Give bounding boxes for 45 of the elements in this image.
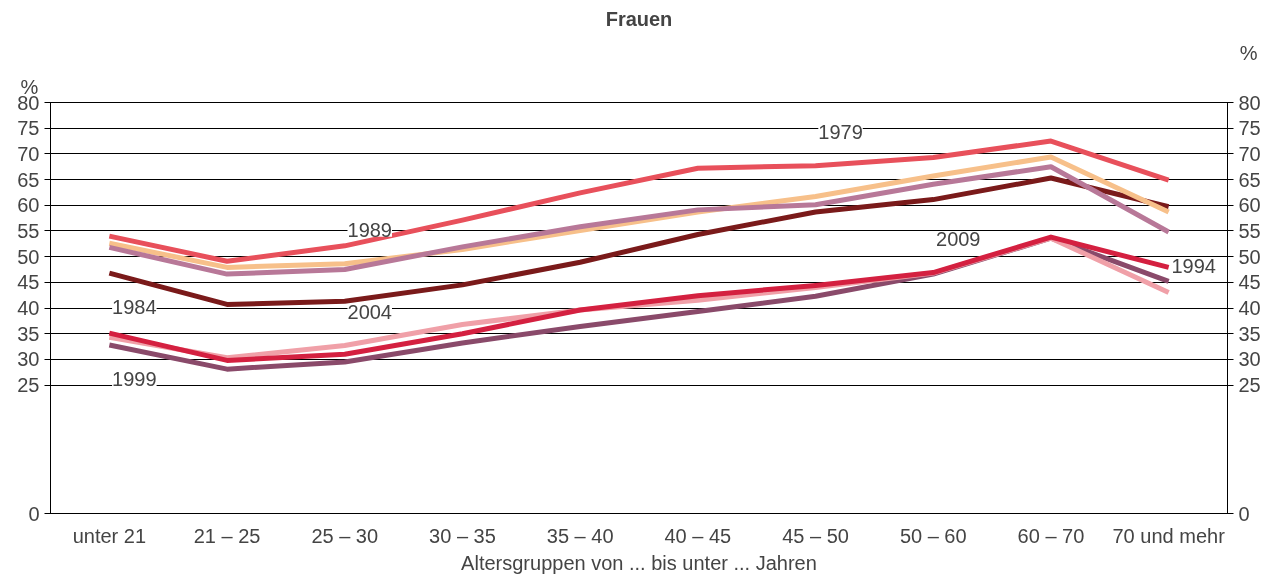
y-tick-label: 65 [17,168,40,191]
y-tick-label: 0 [28,502,40,525]
y2-tick-label: 30 [1238,348,1261,371]
x-tick-label: 21 – 25 [193,524,261,547]
y2-tick-label: 75 [1238,117,1261,140]
x-tick-label: 70 und mehr [1112,524,1226,547]
y-tick-label: 25 [17,374,40,397]
annotation: 2009 [936,227,981,250]
y2-tick-label: 65 [1238,168,1261,191]
x-tick-label: 30 – 35 [429,524,496,547]
annotation: 1989 [347,218,392,241]
y-tick-label: 30 [17,348,40,371]
y2-tick-label: 25 [1238,374,1261,397]
y-tick-label: 60 [17,194,40,217]
x-tick-label: 25 – 30 [311,524,379,547]
y-tick-label: 35 [17,322,40,345]
y-tick-label: 75 [17,117,40,140]
y2-tick-label: 80 [1238,91,1261,114]
annotation: 1994 [1171,254,1216,277]
x-tick-label: 40 – 45 [664,524,732,547]
chart-title: Frauen [605,7,673,30]
x-tick-label: 45 – 50 [782,524,849,547]
y2-tick-label: 55 [1238,219,1261,242]
y2-tick-label: 40 [1238,297,1261,319]
y-tick-label: 70 [17,142,40,165]
annotation: 2004 [347,300,392,323]
y2-tick-label: 60 [1238,194,1261,217]
y2-tick-label: 35 [1238,322,1261,345]
y-tick-label: 55 [17,219,40,242]
y2-tick-label: 45 [1238,271,1261,294]
x-tick-label: 60 – 70 [1017,524,1085,547]
y-tick-label: 45 [17,271,40,294]
annotation: 1999 [112,367,157,390]
y2-tick-label: 50 [1238,245,1261,268]
y2-tick-label: 70 [1238,142,1261,165]
x-tick-label: 35 – 40 [546,524,614,547]
x-tick-label: unter 21 [72,524,147,547]
annotation: 1984 [112,296,157,319]
y-tick-label: 40 [17,297,40,319]
annotation: 1979 [818,120,863,143]
x-axis-title: Altersgruppen von ... bis unter ... Jahren [461,551,817,574]
y-tick-label: 50 [17,245,40,268]
y2-axis-title: % [1239,41,1258,64]
x-tick-label: 50 – 60 [899,524,967,547]
y2-tick-label: 0 [1238,502,1250,525]
